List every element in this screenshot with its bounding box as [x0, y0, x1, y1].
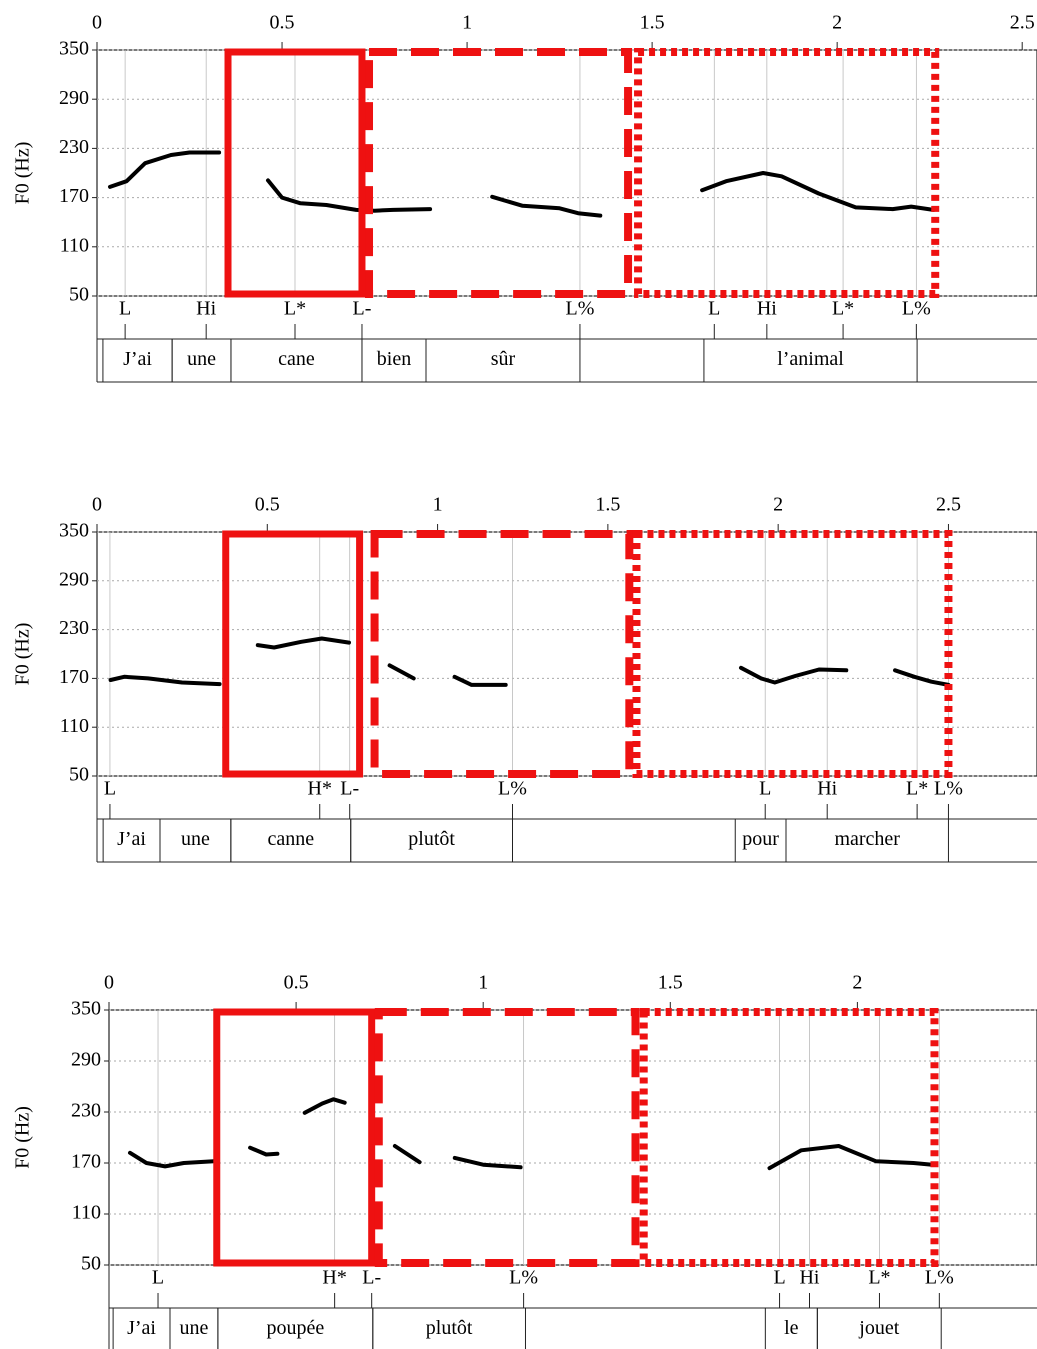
y-tick-label: 290	[71, 1049, 101, 1071]
y-tick-label: 110	[72, 1202, 101, 1224]
highlight-box	[634, 48, 940, 298]
tone-label: Hi	[196, 298, 216, 320]
word-label: J’ai	[117, 828, 146, 850]
x-tick-label: 1.5	[658, 972, 683, 994]
x-tick-label: 2.5	[1010, 12, 1035, 34]
f0-contour	[108, 150, 936, 218]
x-tick-label: 0	[92, 12, 102, 34]
y-tick-label: 230	[59, 136, 89, 158]
word-label: sûr	[491, 348, 516, 370]
tone-label: L*	[284, 298, 306, 320]
y-tick-label: 290	[59, 87, 89, 109]
x-tick-label: 2	[832, 12, 842, 34]
x-tick-label: 1	[478, 972, 488, 994]
x-tick-label: 0	[104, 972, 114, 994]
f0-contour	[108, 636, 951, 687]
tone-label: L	[152, 1267, 164, 1289]
word-label: l’animal	[777, 348, 844, 370]
tone-label: L*	[832, 298, 854, 320]
tone-label: L%	[509, 1267, 538, 1289]
x-tick-label: 2	[852, 972, 862, 994]
word-label: marcher	[834, 828, 900, 850]
y-tick-label: 350	[59, 520, 89, 542]
tone-label: L	[119, 298, 131, 320]
y-tick-label: 110	[60, 715, 89, 737]
x-tick-label: 1	[462, 12, 472, 34]
word-label: J’ai	[127, 1317, 156, 1339]
word-label: jouet	[858, 1317, 899, 1339]
word-label: une	[181, 828, 210, 850]
y-axis-label: F0 (Hz)	[12, 1106, 34, 1169]
y-tick-label: 230	[59, 617, 89, 639]
y-tick-label: 170	[59, 666, 89, 688]
y-tick-label: 170	[71, 1151, 101, 1173]
y-tick-label: 50	[81, 1253, 101, 1275]
f0-contour	[128, 1097, 935, 1171]
x-tick-label: 2.5	[936, 494, 961, 516]
highlight-box	[374, 1008, 640, 1267]
plot-frame	[96, 531, 1037, 777]
tone-label: H*	[322, 1267, 346, 1289]
x-tick-label: 0.5	[270, 12, 295, 34]
y-tick-label: 50	[69, 764, 89, 786]
highlight-box	[632, 530, 953, 778]
tone-label: L%	[902, 298, 931, 320]
tone-label: L-	[353, 298, 372, 320]
y-tick-label: 350	[71, 998, 101, 1020]
tone-label: H*	[308, 778, 332, 800]
tone-label: L*	[868, 1267, 890, 1289]
highlight-box	[213, 1008, 376, 1267]
x-tick-label: 1.5	[595, 494, 620, 516]
word-label: poupée	[266, 1317, 324, 1339]
highlight-box	[639, 1008, 939, 1267]
y-tick-label: 170	[59, 185, 89, 207]
y-tick-label: 230	[71, 1100, 101, 1122]
word-label: pour	[742, 828, 779, 850]
x-tick-label: 0.5	[255, 494, 280, 516]
y-tick-label: 110	[60, 234, 89, 256]
tone-label: Hi	[799, 1267, 819, 1289]
word-label: une	[179, 1317, 208, 1339]
word-label: le	[784, 1317, 799, 1339]
plot-frame	[108, 1009, 1037, 1266]
highlight-box	[224, 48, 366, 298]
y-axis-label: F0 (Hz)	[12, 142, 34, 205]
tone-label: L*	[906, 778, 928, 800]
word-label: canne	[267, 828, 314, 850]
tone-label: L%	[566, 298, 595, 320]
highlight-box	[365, 48, 633, 298]
word-label: cane	[278, 348, 315, 370]
word-label: une	[187, 348, 216, 370]
tone-label: L-	[362, 1267, 381, 1289]
x-tick-label: 2	[773, 494, 783, 516]
tone-label: L%	[925, 1267, 954, 1289]
y-axis-label: F0 (Hz)	[12, 623, 34, 686]
tone-label: Hi	[817, 778, 837, 800]
word-label: plutôt	[408, 828, 455, 850]
y-tick-label: 50	[69, 284, 89, 306]
tone-label: L	[759, 778, 771, 800]
word-label: J’ai	[123, 348, 152, 370]
x-tick-label: 0	[92, 494, 102, 516]
tone-label: L%	[934, 778, 963, 800]
y-tick-label: 350	[59, 38, 89, 60]
tone-label: Hi	[757, 298, 777, 320]
tone-label: L	[708, 298, 720, 320]
plot-frame	[96, 49, 1037, 297]
tone-label: L%	[498, 778, 527, 800]
highlight-box	[222, 530, 364, 778]
x-tick-label: 1	[433, 494, 443, 516]
word-label: bien	[377, 348, 411, 370]
tone-label: L	[104, 778, 116, 800]
x-tick-label: 0.5	[284, 972, 309, 994]
tone-label: L	[773, 1267, 785, 1289]
y-tick-label: 290	[59, 568, 89, 590]
x-tick-label: 1.5	[640, 12, 665, 34]
highlight-box	[370, 530, 634, 778]
word-label: plutôt	[426, 1317, 473, 1339]
tone-label: L-	[340, 778, 359, 800]
